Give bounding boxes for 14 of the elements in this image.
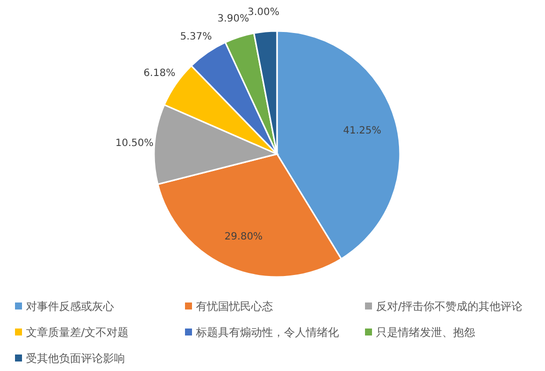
legend-label: 反对/抨击你不赞成的其他评论 — [376, 300, 523, 313]
data-label: 3.00% — [248, 7, 280, 18]
legend-label: 对事件反感或灰心 — [26, 300, 114, 313]
data-label: 41.25% — [343, 125, 382, 136]
legend-label: 有忧国忧民心态 — [196, 300, 273, 313]
legend-label: 受其他负面评论影响 — [26, 352, 125, 365]
data-label: 3.90% — [217, 13, 250, 24]
data-label: 10.50% — [115, 138, 154, 149]
data-label: 29.80% — [224, 232, 263, 243]
legend-label: 文章质量差/文不对题 — [26, 326, 129, 339]
legend-label: 只是情绪发泄、抱怨 — [376, 326, 475, 339]
data-label: 6.18% — [144, 68, 176, 80]
legend-label: 标题具有煽动性，令人情绪化 — [195, 326, 339, 339]
data-label: 5.37% — [180, 32, 212, 43]
